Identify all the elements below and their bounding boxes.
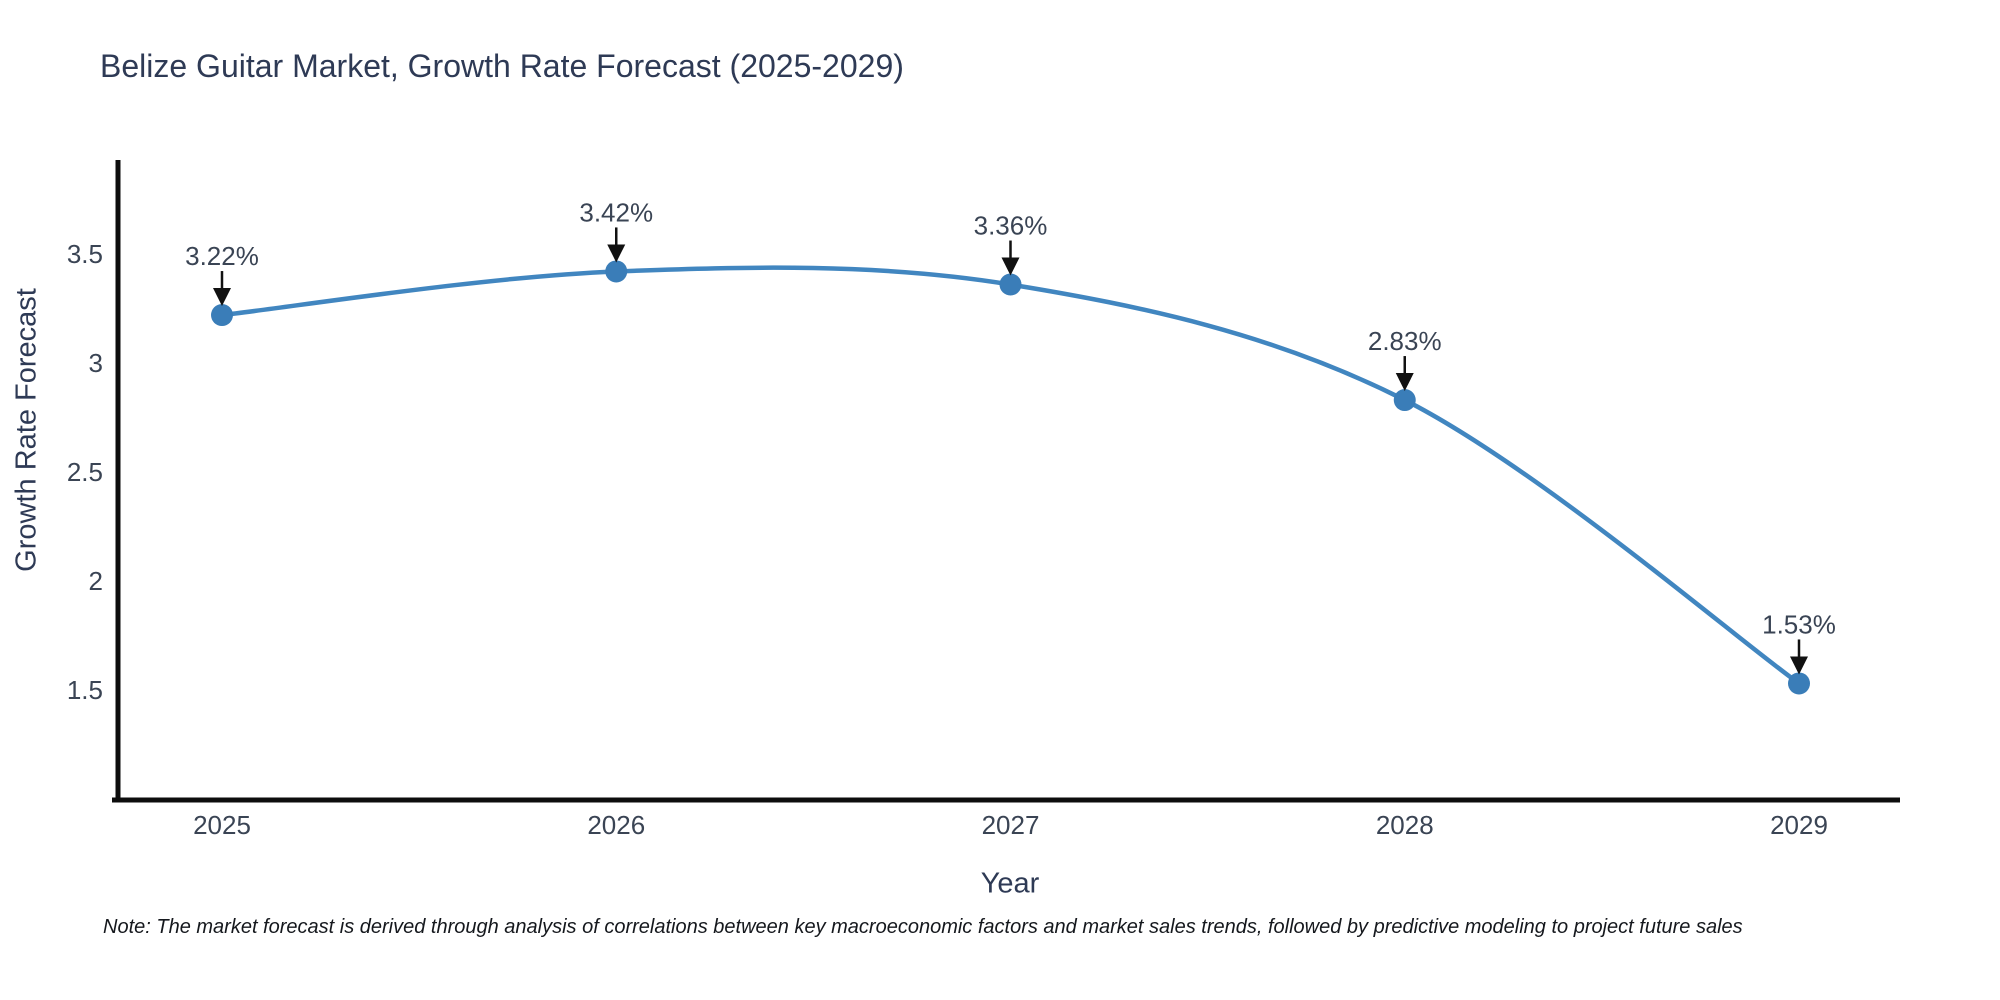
y-axis-title: Growth Rate Forecast	[10, 288, 43, 572]
x-tick-label: 2027	[982, 810, 1040, 840]
data-point-marker	[999, 273, 1022, 296]
x-tick-label: 2029	[1770, 810, 1828, 840]
data-point-marker	[211, 304, 233, 327]
y-tick-label: 3.5	[67, 239, 103, 269]
data-point-marker	[1393, 389, 1416, 412]
chart-title: Belize Guitar Market, Growth Rate Foreca…	[100, 48, 904, 84]
y-tick-label: 1.5	[67, 675, 103, 705]
forecast-line	[219, 265, 1802, 686]
footnote: Note: The market forecast is derived thr…	[103, 916, 1743, 938]
x-axis-title: Year	[980, 867, 1040, 900]
data-point-label: 3.36%	[974, 211, 1048, 241]
annotation-arrowhead-icon	[213, 288, 231, 307]
y-tick-label: 2	[89, 566, 103, 596]
y-tick-label: 2.5	[67, 457, 103, 487]
annotation-arrowhead-icon	[1001, 257, 1020, 276]
x-tick-label: 2025	[193, 810, 251, 840]
data-point-marker	[1788, 672, 1810, 695]
data-point-label: 3.22%	[185, 241, 259, 271]
data-point-marker	[605, 260, 628, 283]
data-point-label: 2.83%	[1368, 326, 1442, 356]
x-tick-label: 2028	[1376, 810, 1434, 840]
annotation-arrowhead-icon	[1395, 373, 1414, 392]
annotation-arrowhead-icon	[1790, 656, 1808, 675]
y-tick-label: 3	[89, 348, 103, 378]
x-tick-label: 2026	[587, 810, 645, 840]
data-point-label: 3.42%	[579, 197, 653, 227]
data-point-label: 1.53%	[1762, 609, 1836, 639]
annotation-arrowhead-icon	[607, 244, 626, 263]
